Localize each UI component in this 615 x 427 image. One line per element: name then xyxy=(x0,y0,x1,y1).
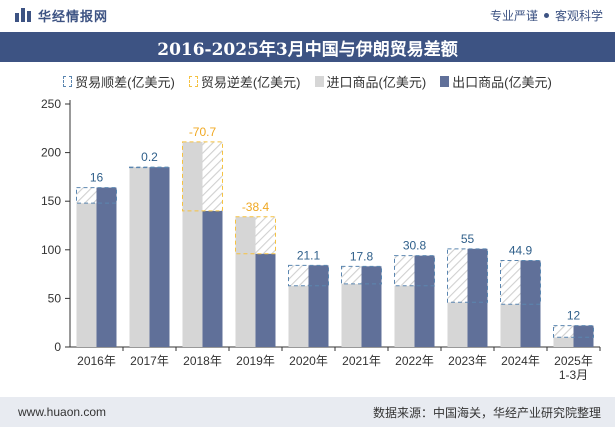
x-tick-label: 2020年 xyxy=(289,354,328,368)
legend-item-export: 出口商品(亿美元) xyxy=(440,72,552,91)
bar-import xyxy=(553,337,574,347)
top-bar: 华经情报网 专业严谨 客观科学 xyxy=(0,0,615,30)
legend-item-deficit: 贸易逆差(亿美元) xyxy=(188,72,301,91)
bar-export xyxy=(149,167,170,347)
bar-deficit-fill xyxy=(255,216,276,254)
footer-source: 数据来源：中国海关，华经产业研究院整理 xyxy=(372,405,601,420)
y-tick-label: 50 xyxy=(48,291,62,305)
data-label-deficit: -38.4 xyxy=(242,200,270,214)
tagline-left: 专业严谨 xyxy=(489,8,538,23)
bar-surplus-fill xyxy=(447,248,468,303)
bar-export xyxy=(414,255,435,347)
x-tick-label: 2019年 xyxy=(236,354,275,368)
bar-import xyxy=(447,302,468,347)
chart-legend: 贸易顺差(亿美元) 贸易逆差(亿美元) 进口商品(亿美元) 出口商品(亿美元) xyxy=(0,70,615,92)
x-tick-label: 2022年 xyxy=(395,354,434,368)
legend-label-surplus: 贸易顺差(亿美元) xyxy=(75,74,175,90)
data-label-deficit: -70.7 xyxy=(189,125,217,139)
bar-export xyxy=(573,325,594,347)
x-tick-label: 2016年 xyxy=(77,354,116,368)
bar-surplus-fill xyxy=(341,266,362,284)
y-tick-label: 250 xyxy=(41,97,61,111)
data-label-surplus: 44.9 xyxy=(509,243,533,257)
x-tick-label: 2024年 xyxy=(501,354,540,368)
bar-export xyxy=(308,265,329,347)
data-label-surplus: 30.8 xyxy=(403,239,427,253)
bar-surplus-outline xyxy=(288,264,329,287)
footer: www.huaon.com 数据来源：中国海关，华经产业研究院整理 xyxy=(0,397,615,427)
legend-item-import: 进口商品(亿美元) xyxy=(314,72,427,91)
data-label-surplus: 12 xyxy=(567,309,581,323)
tagline-dot-icon xyxy=(543,12,549,18)
legend-swatch-surplus-icon xyxy=(63,75,73,87)
brand-logo-icon xyxy=(15,8,31,22)
bar-export xyxy=(255,253,276,347)
tagline-right: 客观科学 xyxy=(554,8,603,23)
bar-surplus-outline xyxy=(129,166,170,169)
legend-label-deficit: 贸易逆差(亿美元) xyxy=(200,74,301,90)
bar-import xyxy=(76,203,97,347)
x-tick-label: 2017年 xyxy=(130,354,169,368)
bar-import xyxy=(288,285,309,347)
legend-swatch-export-icon xyxy=(440,75,450,87)
y-tick-label: 150 xyxy=(41,194,61,208)
bar-surplus-fill xyxy=(553,325,574,338)
bar-surplus-fill xyxy=(500,260,521,305)
legend-swatch-deficit-icon xyxy=(188,75,198,87)
bar-import xyxy=(341,283,362,347)
y-tick-label: 200 xyxy=(41,146,61,160)
bar-export xyxy=(361,266,382,347)
x-tick-label: 2025年 xyxy=(554,354,593,368)
bar-surplus-fill xyxy=(76,187,97,204)
bar-surplus-fill xyxy=(288,265,309,286)
data-label-surplus: 21.1 xyxy=(297,248,321,262)
legend-label-import: 进口商品(亿美元) xyxy=(326,74,427,90)
brand: 华经情报网 xyxy=(14,6,108,25)
bar-import xyxy=(182,141,203,347)
legend-item-surplus: 贸易顺差(亿美元) xyxy=(63,72,175,91)
tagline: 专业严谨 客观科学 xyxy=(490,7,603,24)
legend-label-export: 出口商品(亿美元) xyxy=(452,74,552,90)
y-tick-label: 100 xyxy=(41,243,61,257)
legend-swatch-import-icon xyxy=(314,75,324,87)
chart-plot: 0 50 100 150 200 250 16 2016年 0.2 2017年 -70.7 2018年… xyxy=(41,97,601,382)
bar-deficit-fill xyxy=(202,141,223,211)
data-label-surplus: 17.8 xyxy=(350,249,374,263)
chart-title: 2016-2025年3月中国与伊朗贸易差额 xyxy=(0,32,615,62)
bar-surplus-outline xyxy=(447,248,488,303)
bar-import xyxy=(129,167,150,347)
y-tick-label: 0 xyxy=(54,340,61,354)
bar-deficit-outline xyxy=(235,216,276,255)
bar-export xyxy=(96,187,117,347)
x-tick-label: 2018年 xyxy=(183,354,222,368)
x-tick-label: 2021年 xyxy=(342,354,381,368)
bar-surplus-fill xyxy=(394,255,415,286)
bar-export xyxy=(202,210,223,347)
bar-import xyxy=(394,285,415,347)
footer-website: www.huaon.com xyxy=(18,405,107,419)
data-label-surplus: 0.2 xyxy=(141,150,158,164)
x-tick-label: 2023年 xyxy=(448,354,487,368)
bar-export xyxy=(467,248,488,347)
bar-import xyxy=(235,216,256,347)
bar-deficit-outline xyxy=(182,141,223,212)
bar-surplus-outline xyxy=(341,265,382,285)
bar-surplus-outline xyxy=(553,325,594,338)
x-tick-label: 1-3月 xyxy=(559,368,588,382)
data-label-surplus: 16 xyxy=(90,171,104,185)
brand-name: 华经情报网 xyxy=(38,8,109,24)
bar-import xyxy=(500,304,521,347)
data-label-surplus: 55 xyxy=(461,232,475,246)
